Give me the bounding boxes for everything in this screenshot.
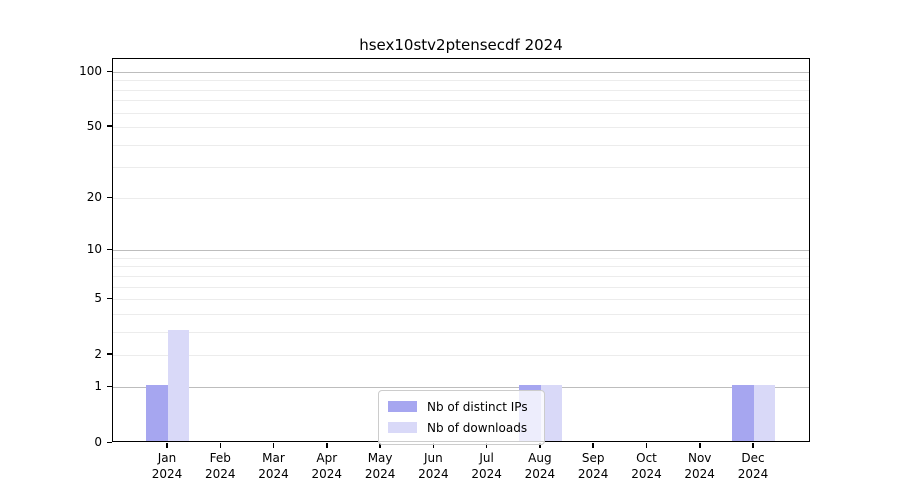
gridline-minor — [113, 299, 809, 300]
y-axis-tick-label: 20 — [86, 190, 102, 205]
gridline-minor — [113, 112, 809, 114]
x-axis-tick-label: Sep 2024 — [577, 451, 609, 481]
bar-distinct-ips — [146, 385, 168, 441]
gridline-minor — [113, 266, 809, 268]
gridline-minor — [113, 313, 809, 315]
y-axis-tick — [107, 196, 112, 199]
y-axis-tick — [107, 441, 112, 443]
x-axis-tick — [592, 443, 594, 448]
y-axis-tick — [107, 70, 112, 72]
x-axis-tick — [379, 443, 381, 448]
x-axis-tick — [752, 443, 754, 448]
legend-item-distinct-ips: Nb of distinct IPs — [388, 396, 535, 417]
gridline-minor — [113, 89, 809, 91]
x-axis-tick-label: Feb 2024 — [205, 451, 236, 481]
gridline-minor — [113, 354, 809, 356]
bar-downloads — [540, 385, 562, 441]
x-axis-tick-label: Nov 2024 — [684, 451, 715, 481]
x-axis-tick — [326, 443, 328, 448]
x-axis-tick — [166, 443, 168, 448]
y-axis-tick-label: 10 — [86, 242, 102, 257]
y-axis-tick — [107, 297, 112, 299]
plot-area — [112, 58, 810, 442]
gridline-major — [113, 250, 809, 252]
x-axis-tick-label: Jun 2024 — [418, 451, 449, 481]
gridline-minor — [113, 80, 809, 82]
y-axis-tick-label: 0 — [94, 435, 102, 449]
x-axis-tick — [645, 443, 648, 448]
x-axis-tick-label: Dec 2024 — [737, 451, 769, 481]
x-axis-tick-label: Jul 2024 — [471, 451, 502, 481]
chart-title: hsex10stv2ptensecdf 2024 — [359, 36, 563, 54]
x-axis-tick — [272, 443, 275, 448]
x-axis-tick-label: Jan 2024 — [151, 451, 183, 481]
y-axis-tick-label: 50 — [86, 118, 102, 133]
y-axis-tick — [107, 125, 112, 127]
x-axis-tick-label: Mar 2024 — [258, 451, 289, 481]
gridline-minor — [113, 331, 809, 333]
x-axis-tick — [219, 443, 221, 448]
y-axis-tick-label: 1 — [94, 379, 102, 394]
bar-downloads — [168, 329, 189, 441]
gridline-minor — [113, 198, 809, 200]
gridline-minor — [113, 275, 809, 277]
distinct-ips-swatch-icon — [388, 401, 417, 412]
legend-item-downloads: Nb of downloads — [388, 417, 535, 438]
gridline-minor — [113, 144, 809, 146]
y-axis-tick-label: 2 — [94, 346, 102, 361]
x-axis-tick-label: May 2024 — [364, 451, 396, 481]
bar-downloads — [754, 385, 775, 441]
gridline-major — [113, 387, 809, 389]
gridline-minor — [113, 126, 809, 128]
x-axis-tick — [539, 443, 541, 448]
y-axis-tick — [107, 353, 112, 355]
gridline-minor — [113, 166, 809, 168]
gridline-minor — [113, 257, 809, 259]
y-axis-tick-label: 5 — [94, 291, 102, 305]
x-axis-tick — [485, 443, 488, 448]
legend-label-downloads: Nb of downloads — [427, 420, 528, 435]
downloads-swatch-icon — [388, 422, 417, 433]
y-axis-tick-label: 100 — [79, 64, 102, 78]
legend-label-distinct-ips: Nb of distinct IPs — [427, 399, 528, 414]
x-axis-tick-label: Apr 2024 — [311, 451, 343, 481]
gridline-major — [113, 72, 809, 73]
x-axis-tick-label: Aug 2024 — [524, 451, 556, 481]
x-axis-tick — [699, 443, 701, 448]
y-axis-tick — [107, 385, 112, 388]
legend: Nb of distinct IPs Nb of downloads — [378, 390, 545, 445]
x-axis-tick — [432, 443, 435, 448]
bar-distinct-ips — [732, 385, 754, 441]
x-axis-tick-label: Oct 2024 — [631, 451, 662, 481]
gridline-minor — [113, 286, 809, 288]
gridline-minor — [113, 100, 809, 102]
y-axis-tick — [107, 248, 112, 251]
